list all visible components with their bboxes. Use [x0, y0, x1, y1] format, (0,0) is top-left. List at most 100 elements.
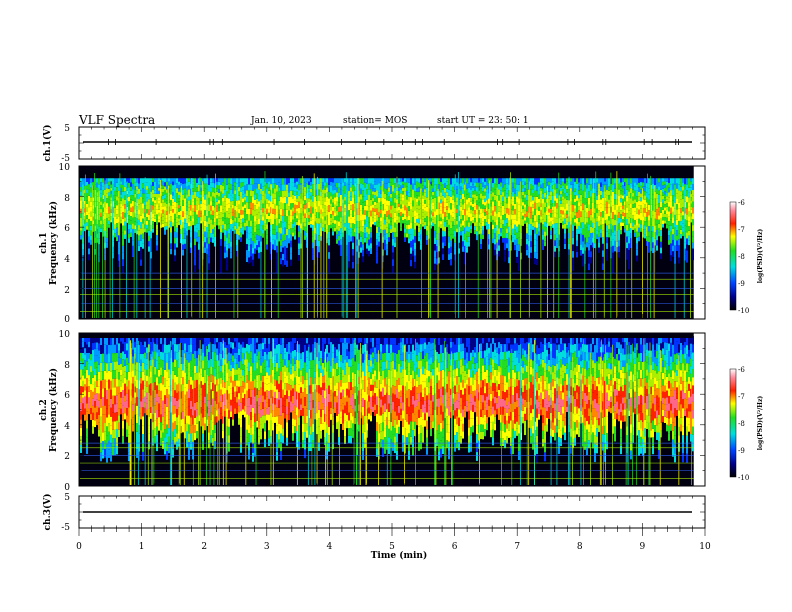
spectrogram-cell [482, 234, 484, 240]
spectrogram-cell [392, 252, 394, 260]
spectrogram-cell [686, 220, 688, 227]
spectrogram-cell [232, 182, 234, 186]
spectrogram-cell [224, 178, 226, 184]
spectrogram-cell [94, 375, 96, 382]
spectrogram-cell [256, 198, 258, 204]
spectrogram-cell [502, 192, 504, 197]
spectrogram-cell [80, 182, 82, 187]
spectrogram-cell [146, 398, 148, 404]
spectrogram-cell [88, 402, 90, 409]
spectrogram-cell [86, 336, 88, 345]
spectrogram-cell [216, 191, 218, 196]
spectrogram-cell [632, 181, 634, 186]
spectrogram-cell [222, 186, 224, 190]
spectrogram-cell [556, 228, 558, 234]
spectrogram-cell [296, 198, 298, 202]
spectrogram-cell [148, 433, 150, 442]
spectrogram-cell [400, 193, 402, 198]
spectrogram-cell [402, 210, 404, 214]
spectrogram-cell [132, 178, 134, 184]
spectrogram-cell [582, 241, 584, 248]
spectrogram-cell [668, 197, 670, 203]
spectrogram-cell [228, 228, 230, 234]
spectrogram-cell [690, 206, 692, 210]
spectrogram-cell [140, 190, 142, 198]
spectrogram-cell [480, 213, 482, 219]
spectrogram-cell [656, 198, 658, 205]
spectrogram-cell [310, 181, 312, 186]
spectrogram-cell [538, 227, 540, 232]
spectrogram-cell [262, 182, 264, 187]
spectrogram-cell [344, 215, 346, 220]
spectrogram-cell [266, 178, 268, 184]
spectrogram-cell [500, 228, 502, 233]
spectrogram-cell [324, 182, 326, 186]
spectrogram-cell [124, 186, 126, 192]
spectrogram-cell [156, 224, 158, 230]
spectrogram-cell [292, 223, 294, 229]
spectrogram-cell [304, 226, 306, 232]
spectrogram-cell [420, 239, 422, 245]
spectrogram-cell [422, 202, 424, 206]
spectrogram-cell [676, 198, 678, 205]
spectrogram-cell [640, 178, 642, 183]
spectrogram-cell [510, 219, 512, 225]
spectrogram-cell [596, 186, 598, 192]
spectrogram-cell [532, 189, 534, 193]
spectrogram-cell [402, 184, 404, 188]
spectrogram-cell [148, 241, 150, 247]
spectrogram-cell [444, 187, 446, 193]
spectrogram-cell [532, 196, 534, 201]
spectrogram-cell [408, 229, 410, 234]
spectrogram-cell [312, 242, 314, 249]
spectrogram-cell [590, 196, 592, 203]
spectrogram-cell [354, 199, 356, 204]
spectrogram-cell [670, 237, 672, 244]
spectrogram-cell [132, 228, 134, 235]
spectrogram-cell [252, 215, 254, 223]
spectrogram-cell [602, 250, 604, 257]
spectrogram-cell [522, 195, 524, 199]
spectrogram-cell [478, 218, 480, 223]
spectrogram-cell [238, 213, 240, 218]
spectrogram-cell [598, 183, 600, 189]
spectrogram-cell [330, 178, 332, 182]
spectrogram-cell [658, 211, 660, 216]
spectrogram-cell [692, 189, 694, 196]
spectrogram-cell [644, 229, 646, 235]
spectrogram-cell [510, 193, 512, 199]
spectrogram-cell [492, 182, 494, 188]
spectrogram-cell [448, 178, 450, 185]
spectrogram-cell [208, 250, 210, 257]
spectrogram-cell [640, 208, 642, 213]
spectrogram-cell [126, 194, 128, 198]
spectrogram-cell [518, 184, 520, 192]
spectrogram-cell [688, 240, 690, 246]
spectrogram-cell [286, 216, 288, 223]
spectrogram-cell [444, 226, 446, 232]
spectrogram-cell [230, 229, 232, 236]
spectrogram-cell [212, 228, 214, 234]
spectrogram-cell [158, 181, 160, 185]
spectrogram-cell [332, 190, 334, 195]
spectrogram-cell [180, 215, 182, 220]
spectrogram-cell [332, 206, 334, 211]
spectrogram-cell [648, 210, 650, 216]
spectrogram-cell [388, 178, 390, 183]
spectrogram-cell [572, 224, 574, 232]
spectrogram-cell [504, 214, 506, 221]
spectrogram-cell [516, 208, 518, 215]
spectrogram-cell [528, 178, 530, 184]
spectrogram-cell [480, 193, 482, 199]
spectrogram-cell [334, 201, 336, 205]
spectrogram-cell [410, 241, 412, 248]
spectrogram-cell [190, 242, 192, 248]
spectrogram-cell [498, 217, 500, 223]
spectrogram-cell [218, 192, 220, 197]
spectrogram-cell [156, 410, 158, 419]
spectrogram-cell [508, 220, 510, 227]
spectrogram-cell [150, 211, 152, 219]
spectrogram-cell [560, 184, 562, 188]
spectrogram-cell [106, 444, 108, 454]
spectrogram-cell [578, 182, 580, 187]
